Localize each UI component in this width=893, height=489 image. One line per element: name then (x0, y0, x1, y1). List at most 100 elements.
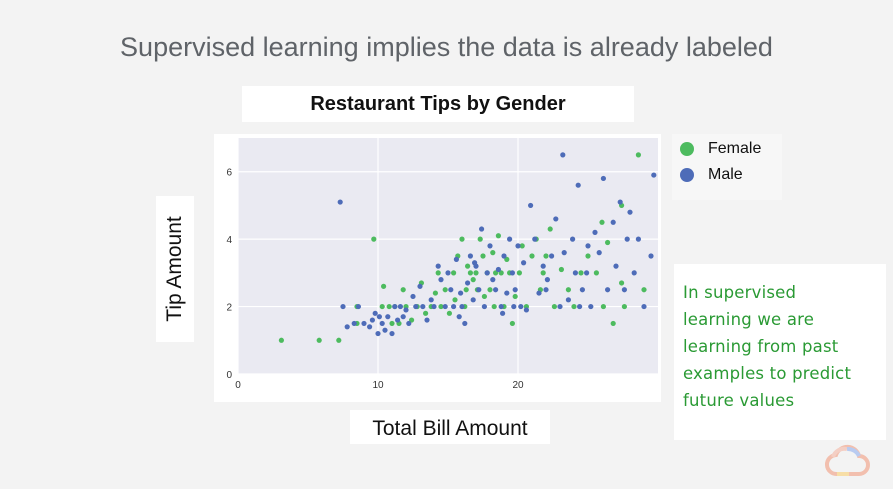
data-point-male (596, 250, 602, 256)
data-point-male (610, 219, 616, 225)
data-point-male (340, 303, 346, 310)
data-point-male (577, 303, 583, 310)
data-point-male (355, 303, 361, 310)
data-point-male (523, 307, 529, 313)
data-point-female (432, 290, 438, 296)
data-point-male (392, 303, 398, 310)
data-point-female (435, 270, 441, 276)
data-point-male (456, 314, 462, 320)
data-point-male (487, 243, 493, 249)
data-point-male (509, 270, 515, 276)
data-point-female (512, 293, 518, 300)
data-point-female (336, 337, 342, 343)
data-point-male (406, 320, 412, 327)
data-point-female (386, 303, 392, 310)
data-point-male (367, 324, 373, 330)
data-point-female (543, 253, 549, 259)
data-point-female (600, 303, 606, 310)
data-point-male (605, 287, 611, 293)
data-point-female (389, 320, 395, 327)
data-point-male (428, 297, 434, 303)
data-point-female (565, 287, 571, 293)
data-point-female (529, 253, 535, 259)
data-point-male (484, 270, 490, 276)
chart-title: Restaurant Tips by Gender (242, 86, 634, 122)
data-point-male (413, 303, 419, 310)
data-point-male (557, 303, 563, 310)
data-point-male (470, 297, 476, 303)
data-point-male (420, 303, 426, 310)
data-point-female (316, 337, 322, 343)
plot-background (238, 138, 658, 374)
data-point-female (477, 236, 483, 242)
data-point-female (547, 226, 553, 232)
y-tick-label: 0 (226, 370, 232, 381)
data-point-male (588, 303, 594, 310)
data-point-male (641, 303, 647, 310)
data-point-female (641, 287, 647, 293)
y-tick-label: 4 (226, 235, 232, 246)
data-point-male (490, 277, 496, 283)
data-point-male (395, 317, 401, 323)
data-point-male (621, 287, 627, 293)
data-point-male (479, 226, 485, 232)
data-point-male (465, 280, 471, 286)
data-point-female (610, 320, 616, 327)
data-point-female (558, 266, 564, 273)
data-point-male (631, 270, 637, 276)
legend-label-female: Female (708, 140, 762, 157)
data-point-male (369, 317, 375, 323)
data-point-male (648, 253, 654, 259)
data-point-female (585, 253, 591, 259)
data-point-male (543, 287, 549, 293)
data-point-female (495, 233, 501, 239)
data-point-female (423, 310, 429, 316)
data-point-female (509, 320, 515, 327)
handwritten-note-box: In supervised learning we are learning f… (674, 264, 886, 440)
data-point-male (521, 260, 527, 266)
y-axis-label-box (156, 196, 194, 342)
x-tick-label: 20 (512, 380, 524, 391)
data-point-female (519, 243, 525, 249)
y-axis-label: Tip Amount (163, 216, 186, 322)
data-point-male (442, 303, 448, 310)
data-point-male (476, 287, 482, 293)
data-point-male (627, 209, 633, 215)
data-point-male (536, 290, 542, 296)
data-point-male (575, 182, 581, 188)
data-point-male (382, 327, 388, 333)
legend-marker-male (680, 168, 694, 182)
data-point-female (451, 270, 457, 276)
data-point-male (570, 236, 576, 242)
data-point-male (493, 287, 499, 293)
data-point-female (446, 310, 452, 316)
data-point-female (619, 280, 625, 286)
data-point-male (337, 199, 343, 205)
data-point-male (592, 229, 598, 235)
data-point-female (470, 277, 476, 283)
data-point-female (278, 337, 284, 343)
data-point-female (635, 152, 641, 158)
data-point-female (605, 239, 611, 246)
data-point-male (579, 287, 585, 293)
data-point-male (561, 250, 567, 256)
data-point-female (593, 270, 599, 276)
data-point-female (442, 287, 448, 293)
data-point-male (467, 253, 473, 259)
data-point-female (452, 297, 458, 303)
data-point-male (400, 314, 406, 320)
legend-item-male: Male (680, 165, 743, 185)
x-tick-label: 10 (372, 380, 384, 391)
legend-marker-female (680, 142, 694, 156)
data-point-female (578, 270, 584, 276)
data-point-male (459, 303, 465, 310)
data-point-male (435, 263, 441, 269)
data-point-male (481, 303, 487, 310)
data-point-male (544, 277, 550, 283)
legend-label-male: Male (708, 166, 743, 183)
data-point-male (375, 330, 381, 337)
data-point-female (463, 287, 469, 293)
scatter-plot-svg: 0 10 20 0 2 4 6 (226, 138, 658, 391)
handwritten-note: In supervised learning we are learning f… (683, 283, 852, 410)
x-axis-label: Total Bill Amount (350, 410, 550, 444)
